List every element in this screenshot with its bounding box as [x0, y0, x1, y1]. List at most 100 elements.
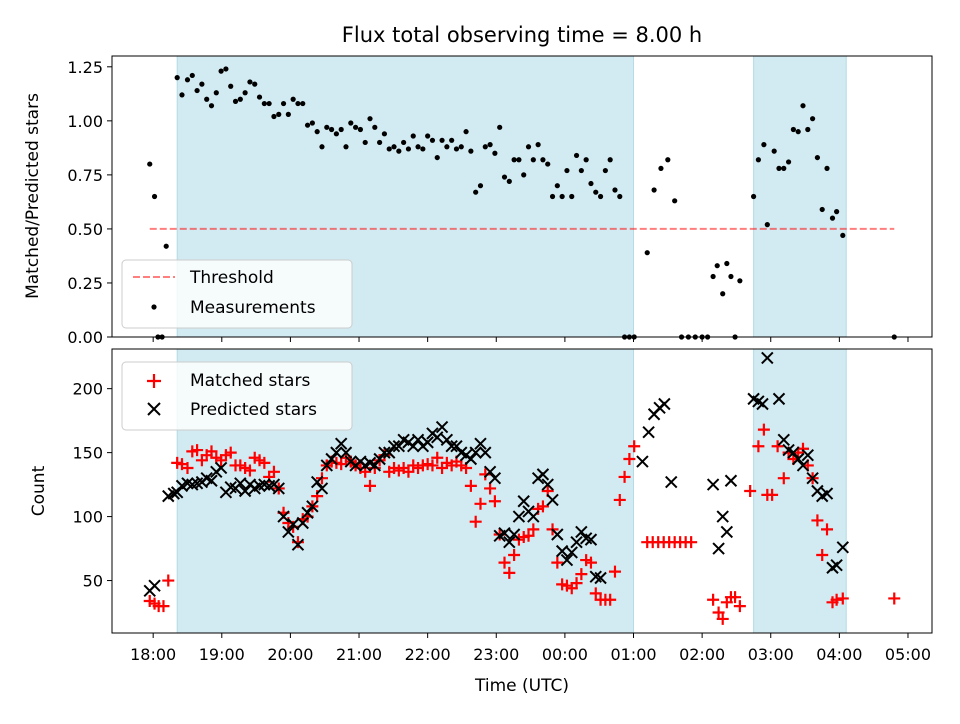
predicted-star-point: [541, 478, 554, 491]
measurement-point: [295, 100, 301, 107]
measurement-point: [343, 144, 349, 150]
predicted-star-point: [820, 487, 834, 500]
measurement-point: [776, 165, 782, 171]
measurement-point: [256, 94, 263, 100]
measurement-point: [163, 243, 169, 249]
top-x-ticks: [152, 337, 909, 342]
top-y-tick-label: 1.00: [67, 112, 103, 131]
top-legend: Threshold Measurements: [121, 259, 353, 329]
matched-star-point: [243, 464, 256, 477]
predicted-star-point: [445, 440, 458, 453]
legend-predicted-label: Predicted stars: [190, 400, 317, 420]
predicted-star-point: [282, 525, 295, 539]
predicted-star-point: [272, 482, 285, 495]
predicted-star-point: [277, 510, 290, 523]
measurement-point: [410, 133, 416, 139]
matched-star-point: [604, 593, 617, 606]
measurement-point: [810, 116, 816, 122]
predicted-star-point: [392, 440, 406, 453]
measurement-point: [840, 232, 846, 239]
matched-star-point: [551, 556, 564, 569]
measurement-point: [724, 260, 730, 267]
measurement-point: [781, 165, 787, 171]
predicted-star-point: [836, 541, 850, 554]
x-tick-label: 19:00: [199, 645, 245, 664]
measurement-point: [444, 144, 450, 150]
legend-measurements-swatch: [151, 304, 157, 310]
predicted-star-point: [464, 452, 478, 466]
measurement-point: [597, 193, 604, 200]
bottom-panel: 18:00 19:00 20:00 21:00 22:00 23:00 00:00 01:00…: [29, 348, 933, 696]
matched-star-point: [752, 440, 765, 453]
measurement-point: [213, 90, 219, 96]
predicted-star-point: [411, 433, 425, 447]
top-y-tick-label: 0.50: [67, 220, 103, 239]
measurement-point: [271, 113, 277, 120]
top-plot-frame: [111, 55, 933, 338]
measurement-point: [434, 154, 440, 161]
measurement-point: [540, 157, 546, 163]
measurement-point: [309, 120, 315, 126]
matched-star-point: [821, 523, 834, 536]
measurement-point: [319, 144, 325, 150]
bottom-y-tick-label: 150: [72, 444, 103, 463]
matched-star-point: [608, 565, 621, 578]
predicted-star-point: [431, 431, 444, 444]
x-axis-label: Time (UTC): [474, 676, 569, 696]
predicted-star-point: [421, 436, 434, 449]
predicted-star-point: [148, 579, 161, 592]
matched-star-point: [469, 515, 482, 528]
predicted-star-point: [170, 486, 184, 499]
measurement-point: [511, 157, 517, 163]
predicted-star-point: [560, 553, 574, 567]
predicted-star-point: [830, 558, 843, 572]
bottom-matched-points: [143, 423, 901, 625]
measurement-point: [578, 167, 584, 174]
measurement-point: [525, 144, 532, 150]
predicted-star-point: [320, 459, 333, 472]
predicted-star-point: [642, 425, 655, 439]
matched-star-point: [613, 493, 626, 506]
measurement-point: [516, 157, 522, 163]
matched-star-point: [498, 556, 511, 569]
measurement-point: [530, 157, 536, 163]
measurement-point: [573, 152, 580, 159]
measurement-point: [194, 87, 200, 94]
predicted-star-point: [291, 538, 305, 551]
measurement-point: [501, 174, 508, 180]
measurement-point: [468, 148, 474, 154]
measurement-point: [492, 150, 498, 156]
matched-star-point: [888, 592, 901, 605]
measurement-point: [750, 193, 757, 200]
predicted-star-point: [570, 535, 583, 549]
measurement-point: [477, 183, 484, 189]
measurement-point: [425, 133, 431, 139]
predicted-star-point: [214, 461, 228, 475]
measurement-point: [401, 139, 407, 146]
measurement-point: [439, 137, 445, 143]
measurement-point: [521, 172, 527, 178]
measurement-point: [602, 167, 608, 174]
measurement-point: [720, 291, 726, 297]
measurement-point: [612, 187, 618, 193]
legend-matched-label: Matched stars: [190, 371, 310, 391]
measurement-point: [429, 137, 436, 143]
matched-star-point: [744, 485, 757, 497]
measurement-point: [174, 75, 180, 81]
measurement-point: [559, 193, 565, 200]
measurement-point: [790, 126, 796, 133]
matched-star-point: [816, 548, 829, 561]
matched-star-point: [589, 587, 602, 600]
measurement-point: [644, 250, 650, 256]
predicted-star-point: [565, 546, 578, 559]
predicted-star-point: [469, 446, 482, 459]
matched-star-point: [584, 556, 597, 569]
measurement-point: [651, 187, 657, 193]
matched-star-point: [575, 568, 588, 581]
matched-star-point: [771, 440, 784, 453]
matched-star-point: [431, 451, 444, 464]
matched-star-point: [291, 536, 304, 549]
matched-star-point: [712, 606, 725, 619]
measurement-point: [147, 161, 153, 167]
measurement-point: [710, 273, 716, 280]
